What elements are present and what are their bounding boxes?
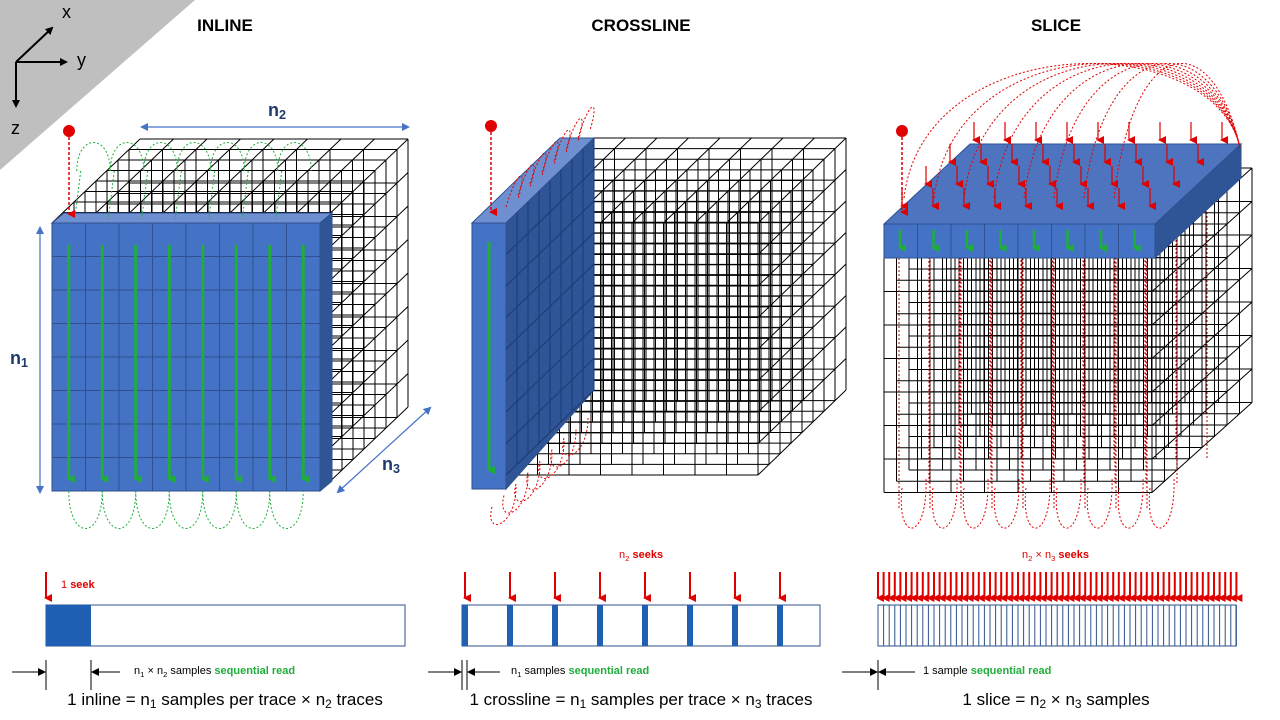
crossline-return-loop [538, 440, 565, 479]
crossline-return-loop [550, 429, 577, 468]
inline-return-loop [202, 490, 237, 529]
crossline-seek-label: n2 seeks [619, 549, 664, 563]
inline-return-loop [269, 490, 304, 529]
crossline-bar-segment [462, 605, 468, 646]
crossline-bar-segment [507, 605, 513, 646]
slice-bottom-loop [931, 477, 958, 529]
inline-top-loop [277, 142, 312, 172]
slice-bottom-loop [900, 477, 927, 529]
inline-return-loop [235, 490, 271, 529]
inline-top-loop [143, 142, 178, 172]
axis-corner-background [0, 0, 195, 170]
slice-slab-front [883, 223, 1156, 259]
inline-title: INLINE [197, 16, 253, 35]
inline-top-loop [243, 142, 279, 172]
inline-return-loop [101, 490, 137, 529]
n3-dimension-arrow [336, 406, 432, 494]
slice-storage-bar [876, 572, 1243, 647]
inline-slab-grid [52, 223, 320, 491]
crossline-read-label: n1 samples sequential read [511, 665, 650, 679]
crossline-bar-segment [687, 605, 693, 646]
inline-top-loop [76, 142, 111, 172]
z-axis-label: z [11, 118, 20, 138]
inline-caption: 1 inline = n1 samples per trace × n2 tra… [67, 690, 383, 711]
slice-cube-grid [883, 167, 1253, 493]
crossline-bar-segment [597, 605, 603, 646]
slice-bottom-loop [993, 477, 1020, 529]
inline-slab-top [50, 212, 334, 224]
slice-read-bracket [842, 660, 915, 690]
inline-top-connector [241, 170, 249, 220]
slice-bottom-loop [962, 477, 989, 529]
inline-seek-start [63, 125, 75, 137]
inline-return-loop [68, 490, 103, 529]
n1-label: n1 [10, 348, 29, 370]
inline-top-connector [174, 170, 182, 220]
crossline-cube [470, 106, 847, 525]
slice-return-loop [933, 62, 1241, 199]
slice-cube [882, 62, 1253, 529]
inline-return-loop [135, 490, 170, 529]
crossline-storage-bar [461, 572, 821, 647]
slice-bar-segments [877, 605, 1237, 646]
crossline-bar-segment [777, 605, 783, 646]
slice-seek-start [896, 125, 908, 137]
slice-return-loop [1053, 63, 1241, 199]
slice-return-loop [963, 63, 1241, 199]
inline-top-connector [107, 170, 115, 220]
crossline-return-loop [562, 417, 589, 456]
inline-bar-filled-block [46, 605, 91, 646]
inline-seek-label: 1 seek [61, 579, 95, 591]
slice-title: SLICE [1030, 16, 1082, 35]
crossline-seek-start [485, 120, 497, 132]
inline-top-connector [74, 170, 82, 220]
slice-return-loop [993, 63, 1241, 199]
slice-slab-grid [917, 224, 1119, 258]
inline-cube [50, 125, 409, 529]
crossline-slab-grid [505, 138, 595, 476]
slice-caption: 1 slice = n2 × n3 samples [962, 690, 1150, 711]
y-axis-label: y [77, 50, 86, 70]
slice-read-label: 1 sample sequential read [923, 665, 1052, 677]
inline-read-label: n1 × n2 samples sequential read [134, 665, 296, 679]
n2-label: n2 [268, 100, 287, 122]
inline-top-loop [109, 142, 145, 172]
slice-bottom-loop [1024, 477, 1051, 529]
crossline-return-loop [490, 486, 517, 525]
crossline-seek-loop [577, 106, 595, 139]
crossline-bar-outline [461, 604, 821, 647]
inline-top-loop [210, 142, 245, 172]
crossline-bar-segment [642, 605, 648, 646]
crossline-bar-segment [732, 605, 738, 646]
inline-read-bracket [12, 660, 120, 690]
slice-bottom-loop [1055, 477, 1082, 529]
crossline-return-loop [514, 463, 541, 502]
crossline-caption: 1 crossline = n1 samples per trace × n3 … [469, 690, 813, 711]
crossline-title: CROSSLINE [591, 16, 691, 35]
slice-bottom-loop [1086, 477, 1113, 529]
slice-bottom-loop [1148, 477, 1175, 529]
inline-return-loop [168, 490, 204, 529]
x-axis-label: x [62, 2, 71, 22]
slice-seek-label: n2 × n3 seeks [1022, 549, 1089, 563]
crossline-return-loop [526, 452, 553, 491]
inline-top-connector [141, 170, 149, 220]
inline-slab-side [319, 211, 333, 493]
slice-return-loop [1083, 63, 1241, 199]
slice-bottom-loop [1117, 477, 1144, 529]
crossline-read-bracket [428, 660, 500, 690]
crossline-bar-segment [552, 605, 558, 646]
axis-triad [12, 26, 68, 108]
inline-top-connector [275, 170, 283, 220]
inline-top-connector [208, 170, 216, 220]
slice-return-loop [1113, 62, 1241, 199]
inline-storage-bar [44, 572, 406, 647]
inline-bar-outline [45, 604, 406, 647]
n3-label: n3 [382, 454, 401, 476]
crossline-return-loop [502, 475, 529, 514]
inline-top-loop [176, 142, 212, 172]
